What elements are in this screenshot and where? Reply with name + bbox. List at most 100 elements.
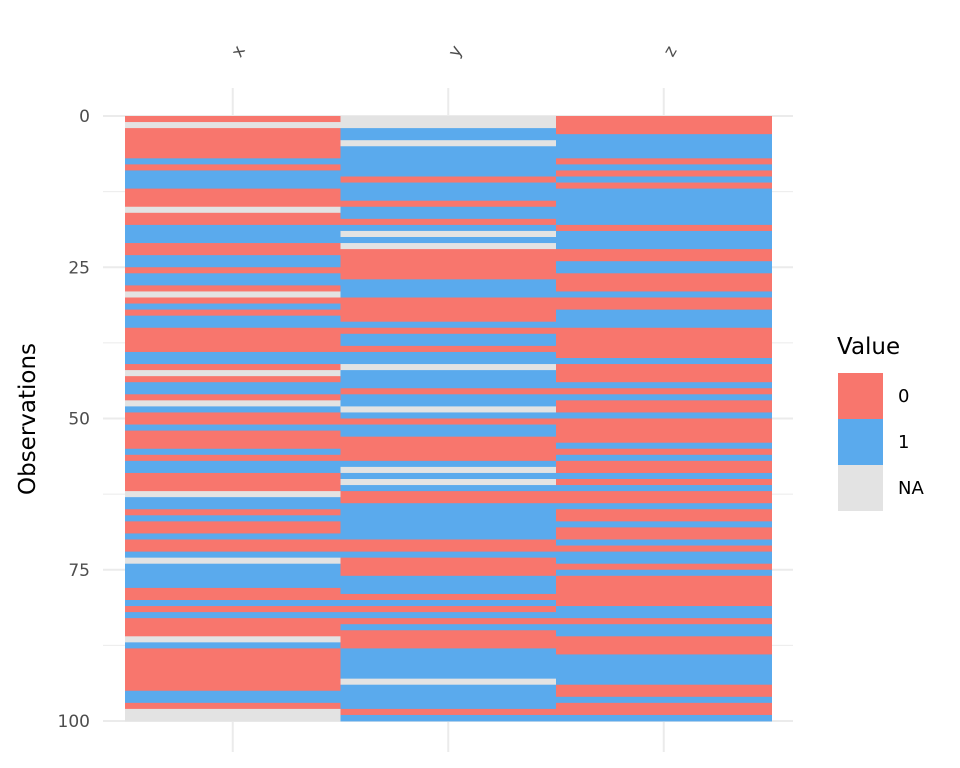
heatmap-cell-z-0 bbox=[556, 509, 772, 522]
heatmap-cell-z-1 bbox=[556, 714, 772, 722]
heatmap-cell-y-na bbox=[340, 678, 557, 686]
y-tick-labels: 0 25 50 75 100 bbox=[58, 107, 90, 732]
heatmap-cell-x-na bbox=[125, 206, 341, 214]
heatmap-cell-z-1 bbox=[556, 472, 772, 480]
legend-label-0: 0 bbox=[898, 386, 909, 407]
heatmap-cell-y-0 bbox=[340, 345, 557, 353]
heatmap-cell-z-0 bbox=[556, 364, 772, 383]
heatmap-cell-z-0 bbox=[556, 684, 772, 698]
heatmap-cell-z-1 bbox=[556, 503, 772, 510]
heatmap-cell-x-0 bbox=[125, 454, 341, 462]
heatmap-cell-z-0 bbox=[556, 618, 772, 625]
heatmap-cell-x-na bbox=[125, 291, 341, 298]
heatmap-cell-x-0 bbox=[125, 394, 341, 401]
heatmap-cells bbox=[125, 116, 772, 722]
heatmap-cell-y-1 bbox=[340, 128, 557, 141]
heatmap-cell-z-0 bbox=[556, 116, 772, 135]
heatmap-cell-x-0 bbox=[125, 212, 341, 226]
heatmap-cell-x-na bbox=[125, 557, 341, 565]
heatmap-cell-z-0 bbox=[556, 158, 772, 165]
heatmap-cell-z-1 bbox=[556, 358, 772, 365]
heatmap-cell-y-0 bbox=[340, 297, 557, 323]
heatmap-cell-x-0 bbox=[125, 128, 341, 159]
heatmap-cell-y-1 bbox=[340, 224, 557, 232]
x-tick-label-z: z bbox=[660, 43, 682, 61]
heatmap-cell-y-0 bbox=[340, 249, 557, 280]
heatmap-cell-y-0 bbox=[340, 418, 557, 425]
heatmap-cell-x-na bbox=[125, 708, 341, 722]
heatmap-cell-y-1 bbox=[340, 206, 557, 220]
heatmap-cell-z-0 bbox=[556, 636, 772, 655]
x-tick-label-x: x bbox=[227, 42, 249, 61]
heatmap-cell-z-1 bbox=[556, 188, 772, 226]
heatmap-cell-x-1 bbox=[125, 515, 341, 522]
heatmap-cell-z-1 bbox=[556, 382, 772, 389]
heatmap-cell-y-1 bbox=[340, 684, 557, 710]
heatmap-cell-y-0 bbox=[340, 436, 557, 462]
heatmap-cell-y-1 bbox=[340, 472, 557, 480]
heatmap-cell-z-1 bbox=[556, 291, 772, 298]
heatmap-cell-y-na bbox=[340, 243, 557, 250]
heatmap-cell-y-1 bbox=[340, 575, 557, 595]
heatmap-cell-x-0 bbox=[125, 267, 341, 274]
heatmap-cell-z-0 bbox=[556, 327, 772, 359]
heatmap-cell-z-1 bbox=[556, 696, 772, 704]
heatmap-cell-x-1 bbox=[125, 424, 341, 431]
heatmap-cell-y-0 bbox=[340, 630, 557, 649]
heatmap-cell-z-0 bbox=[556, 418, 772, 444]
heatmap-cell-y-1 bbox=[340, 351, 557, 365]
heatmap-cell-z-1 bbox=[556, 521, 772, 528]
heatmap-cell-x-1 bbox=[125, 406, 341, 413]
heatmap-cell-y-1 bbox=[340, 333, 557, 347]
heatmap-cell-y-1 bbox=[340, 237, 557, 244]
heatmap-cell-y-1 bbox=[340, 648, 557, 680]
heatmap-cell-x-1 bbox=[125, 273, 341, 286]
heatmap-cell-z-0 bbox=[556, 400, 772, 413]
heatmap-cell-z-0 bbox=[556, 273, 772, 292]
legend: Value 0 1 NA bbox=[837, 334, 924, 511]
heatmap-cell-y-1 bbox=[340, 370, 557, 389]
heatmap-cell-y-1 bbox=[340, 146, 557, 177]
legend-title: Value bbox=[837, 334, 900, 360]
heatmap-cell-z-0 bbox=[556, 545, 772, 552]
heatmap-cell-z-1 bbox=[556, 606, 772, 619]
heatmap-cell-z-1 bbox=[556, 485, 772, 492]
heatmap-cell-y-na bbox=[340, 230, 557, 238]
heatmap-cell-z-0 bbox=[556, 388, 772, 395]
heatmap-cell-z-0 bbox=[556, 527, 772, 540]
heatmap-cell-x-1 bbox=[125, 690, 341, 704]
heatmap-cell-z-0 bbox=[556, 249, 772, 262]
heatmap-cell-y-1 bbox=[340, 279, 557, 298]
heatmap-cell-z-0 bbox=[556, 491, 772, 504]
heatmap-cell-x-0 bbox=[125, 243, 341, 256]
heatmap-cell-x-1 bbox=[125, 497, 341, 510]
heatmap-cell-y-1 bbox=[340, 600, 557, 607]
heatmap-cell-y-0 bbox=[340, 327, 557, 335]
heatmap-cell-y-1 bbox=[340, 182, 557, 202]
heatmap-cell-z-1 bbox=[556, 164, 772, 171]
heatmap-cell-x-0 bbox=[125, 297, 341, 304]
heatmap-cell-x-0 bbox=[125, 509, 341, 516]
heatmap-cell-x-na bbox=[125, 122, 341, 129]
heatmap-cell-z-1 bbox=[556, 551, 772, 565]
heatmap-cell-x-0 bbox=[125, 430, 341, 450]
heatmap-cell-x-0 bbox=[125, 285, 341, 292]
y-tick-label: 75 bbox=[68, 561, 90, 581]
heatmap-cell-z-1 bbox=[556, 569, 772, 577]
heatmap-cell-x-0 bbox=[125, 164, 341, 171]
heatmap-cell-y-0 bbox=[340, 618, 557, 625]
heatmap-cell-y-1 bbox=[340, 485, 557, 492]
y-tick-label: 100 bbox=[58, 712, 90, 732]
legend-label-na: NA bbox=[898, 478, 924, 499]
heatmap-cell-z-1 bbox=[556, 309, 772, 329]
heatmap-cell-y-1 bbox=[340, 714, 557, 722]
legend-key-na bbox=[838, 465, 883, 511]
heatmap-cell-z-1 bbox=[556, 442, 772, 450]
heatmap-cell-z-0 bbox=[556, 460, 772, 474]
heatmap-cell-z-1 bbox=[556, 230, 772, 250]
y-tick-label: 0 bbox=[79, 107, 90, 127]
heatmap-cell-z-1 bbox=[556, 176, 772, 183]
heatmap-cell-z-0 bbox=[556, 563, 772, 571]
heatmap-cell-y-0 bbox=[340, 388, 557, 395]
heatmap-cell-x-1 bbox=[125, 563, 341, 589]
